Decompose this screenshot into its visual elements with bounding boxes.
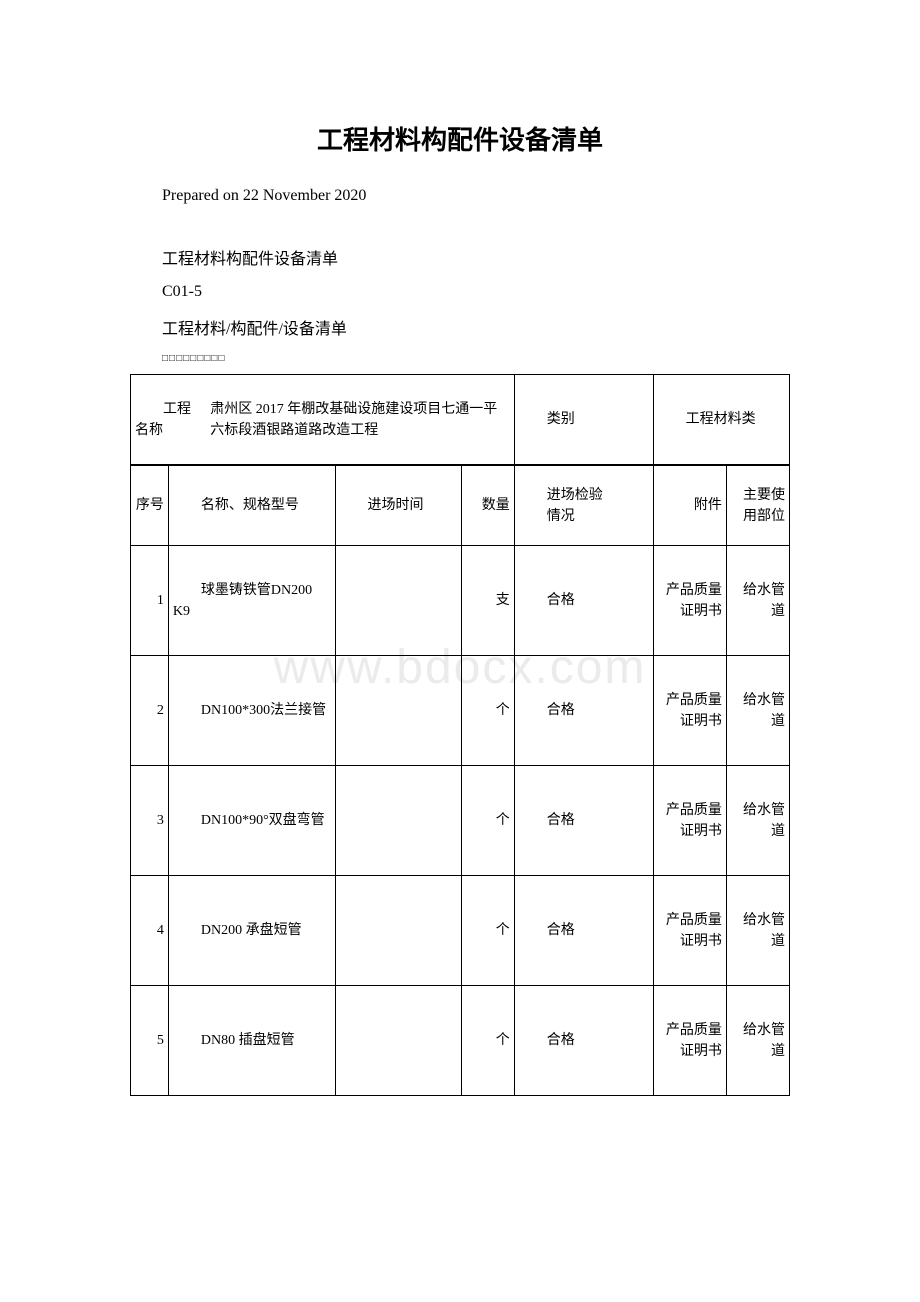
info-row: 工程名称肃州区 2017 年棚改基础设施建设项目七通一平六标段酒银路道路改造工程… [131,375,790,465]
header-usage: 主要使用部位 [726,466,789,546]
row-time [335,546,461,656]
row-time [335,766,461,876]
header-inspection2: 情况 [519,506,649,527]
row-seq: 2 [131,656,169,766]
header-seq: 序号 [131,466,169,546]
row-attachment: 产品质量证明书 [653,876,726,986]
row-inspection: 合格 [514,656,653,766]
row-inspection: 合格 [514,986,653,1096]
project-name-cell: 肃州区 2017 年棚改基础设施建设项目七通一平六标段酒银路道路改造工程 [206,375,514,465]
row-attachment: 产品质量证明书 [653,656,726,766]
row-attachment: 产品质量证明书 [653,766,726,876]
row-inspection: 合格 [514,876,653,986]
row-time [335,986,461,1096]
header-qty: 数量 [461,466,514,546]
document-content: 工程材料构配件设备清单 Prepared on 22 November 2020… [130,120,790,1096]
row-inspection: 合格 [514,766,653,876]
row-inspection: 合格 [514,546,653,656]
subtitle: 工程材料构配件设备清单 [130,245,790,269]
row-seq: 4 [131,876,169,986]
row-time [335,656,461,766]
project-label-cell: 工程名称 [131,375,207,465]
row-usage: 给水管道 [726,656,789,766]
row-name: 球墨铸铁管DN200 K9 [168,546,335,656]
row-time [335,876,461,986]
checkboxes-row: □□□□□□□□□ [130,353,790,364]
row-seq: 3 [131,766,169,876]
page-title: 工程材料构配件设备清单 [130,120,790,157]
row-usage: 给水管道 [726,876,789,986]
category-value-cell: 工程材料类 [653,375,789,465]
table-row: 2 DN100*300法兰接管 个 合格 产品质量证明书 给水管道 [131,656,790,766]
row-usage: 给水管道 [726,546,789,656]
header-name: 名称、规格型号 [168,466,335,546]
row-seq: 5 [131,986,169,1096]
prepared-date: Prepared on 22 November 2020 [130,187,790,205]
document-desc: 工程材料/构配件/设备清单 [130,315,790,339]
header-time: 进场时间 [335,466,461,546]
row-usage: 给水管道 [726,766,789,876]
materials-table: 工程名称肃州区 2017 年棚改基础设施建设项目七通一平六标段酒银路道路改造工程… [130,374,790,465]
row-name: DN100*300法兰接管 [168,656,335,766]
row-qty: 个 [461,876,514,986]
table-row: 4 DN200 承盘短管 个 合格 产品质量证明书 给水管道 [131,876,790,986]
row-qty: 支 [461,546,514,656]
category-label-cell: 类别 [514,375,653,465]
row-attachment: 产品质量证明书 [653,986,726,1096]
row-attachment: 产品质量证明书 [653,546,726,656]
row-usage: 给水管道 [726,986,789,1096]
table-row: 3 DN100*90°双盘弯管 个 合格 产品质量证明书 给水管道 [131,766,790,876]
table-row: 1 球墨铸铁管DN200 K9 支 合格 产品质量证明书 给水管道 [131,546,790,656]
table-row: 5 DN80 插盘短管 个 合格 产品质量证明书 给水管道 [131,986,790,1096]
header-attachment: 附件 [653,466,726,546]
row-name: DN80 插盘短管 [168,986,335,1096]
row-seq: 1 [131,546,169,656]
row-qty: 个 [461,766,514,876]
row-qty: 个 [461,986,514,1096]
row-qty: 个 [461,656,514,766]
row-name: DN200 承盘短管 [168,876,335,986]
materials-table-main: 序号 名称、规格型号 进场时间 数量 进场检验 情况 附件 主要使用部位 1 球… [130,465,790,1096]
header-inspection: 进场检验 [519,485,649,506]
document-code: C01-5 [130,283,790,301]
table-header-row: 序号 名称、规格型号 进场时间 数量 进场检验 情况 附件 主要使用部位 [131,466,790,546]
row-name: DN100*90°双盘弯管 [168,766,335,876]
header-inspection-cell: 进场检验 情况 [514,466,653,546]
